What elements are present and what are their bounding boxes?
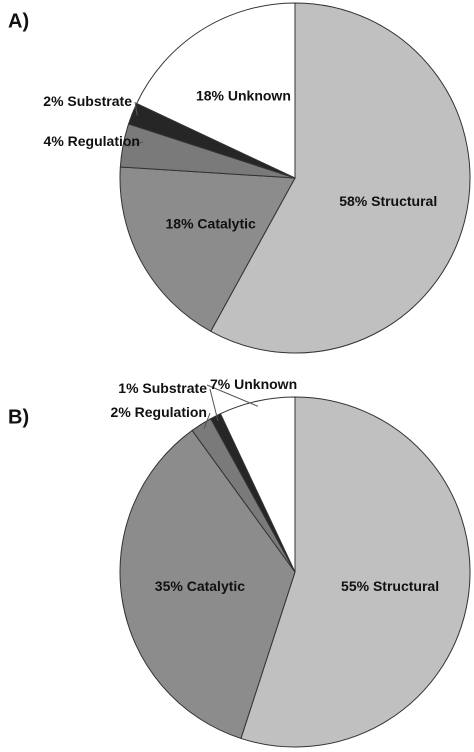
slice-label: 2% Regulation [111, 404, 207, 420]
slice-category-label: Substrate [67, 93, 132, 109]
slice-category-label: Catalytic [197, 215, 256, 231]
slice-value-label: 35% [155, 578, 184, 594]
slice-label: 2% Substrate [43, 93, 132, 109]
slice-category-label: Structural [371, 193, 437, 209]
slice-category-label: Regulation [135, 404, 207, 420]
leader-line [203, 412, 211, 429]
pie-slice [135, 2, 296, 179]
slice-value-label: 7% [210, 376, 231, 392]
slice-value-label: 58% [339, 193, 368, 209]
slice-category-label: Unknown [228, 87, 291, 103]
slice-category-label: Substrate [142, 380, 207, 396]
leader-line [128, 141, 144, 147]
slice-value-label: 55% [341, 578, 370, 594]
slice-label: 18% Catalytic [166, 215, 256, 231]
slice-label: 55% Structural [341, 578, 439, 594]
leader-line [209, 388, 219, 421]
pie-slice [119, 166, 296, 333]
pie-slice [240, 396, 471, 748]
slice-category-label: Regulation [68, 133, 140, 149]
pie-slice [210, 2, 471, 354]
pie-slice [119, 429, 296, 740]
slice-value-label: 4% [44, 133, 65, 149]
slice-label: 18% Unknown [196, 87, 291, 103]
slice-category-label: Structural [373, 578, 439, 594]
slice-label: 1% Substrate [118, 380, 207, 396]
leader-line [134, 101, 138, 116]
slice-value-label: 2% [111, 404, 132, 420]
leader-line [206, 384, 259, 407]
slice-value-label: 18% [196, 87, 225, 103]
panel-label: B) [8, 406, 29, 428]
slice-value-label: 18% [166, 215, 195, 231]
slice-value-label: 2% [43, 93, 64, 109]
slice-label: 4% Regulation [44, 133, 140, 149]
slice-category-label: Unknown [234, 376, 297, 392]
slice-label: 58% Structural [339, 193, 437, 209]
slice-label: 35% Catalytic [155, 578, 245, 594]
panel-label: A) [8, 10, 29, 32]
slice-label: 7% Unknown [210, 376, 297, 392]
pie-slice [219, 396, 296, 573]
slice-value-label: 1% [118, 380, 139, 396]
slice-category-label: Catalytic [187, 578, 246, 594]
